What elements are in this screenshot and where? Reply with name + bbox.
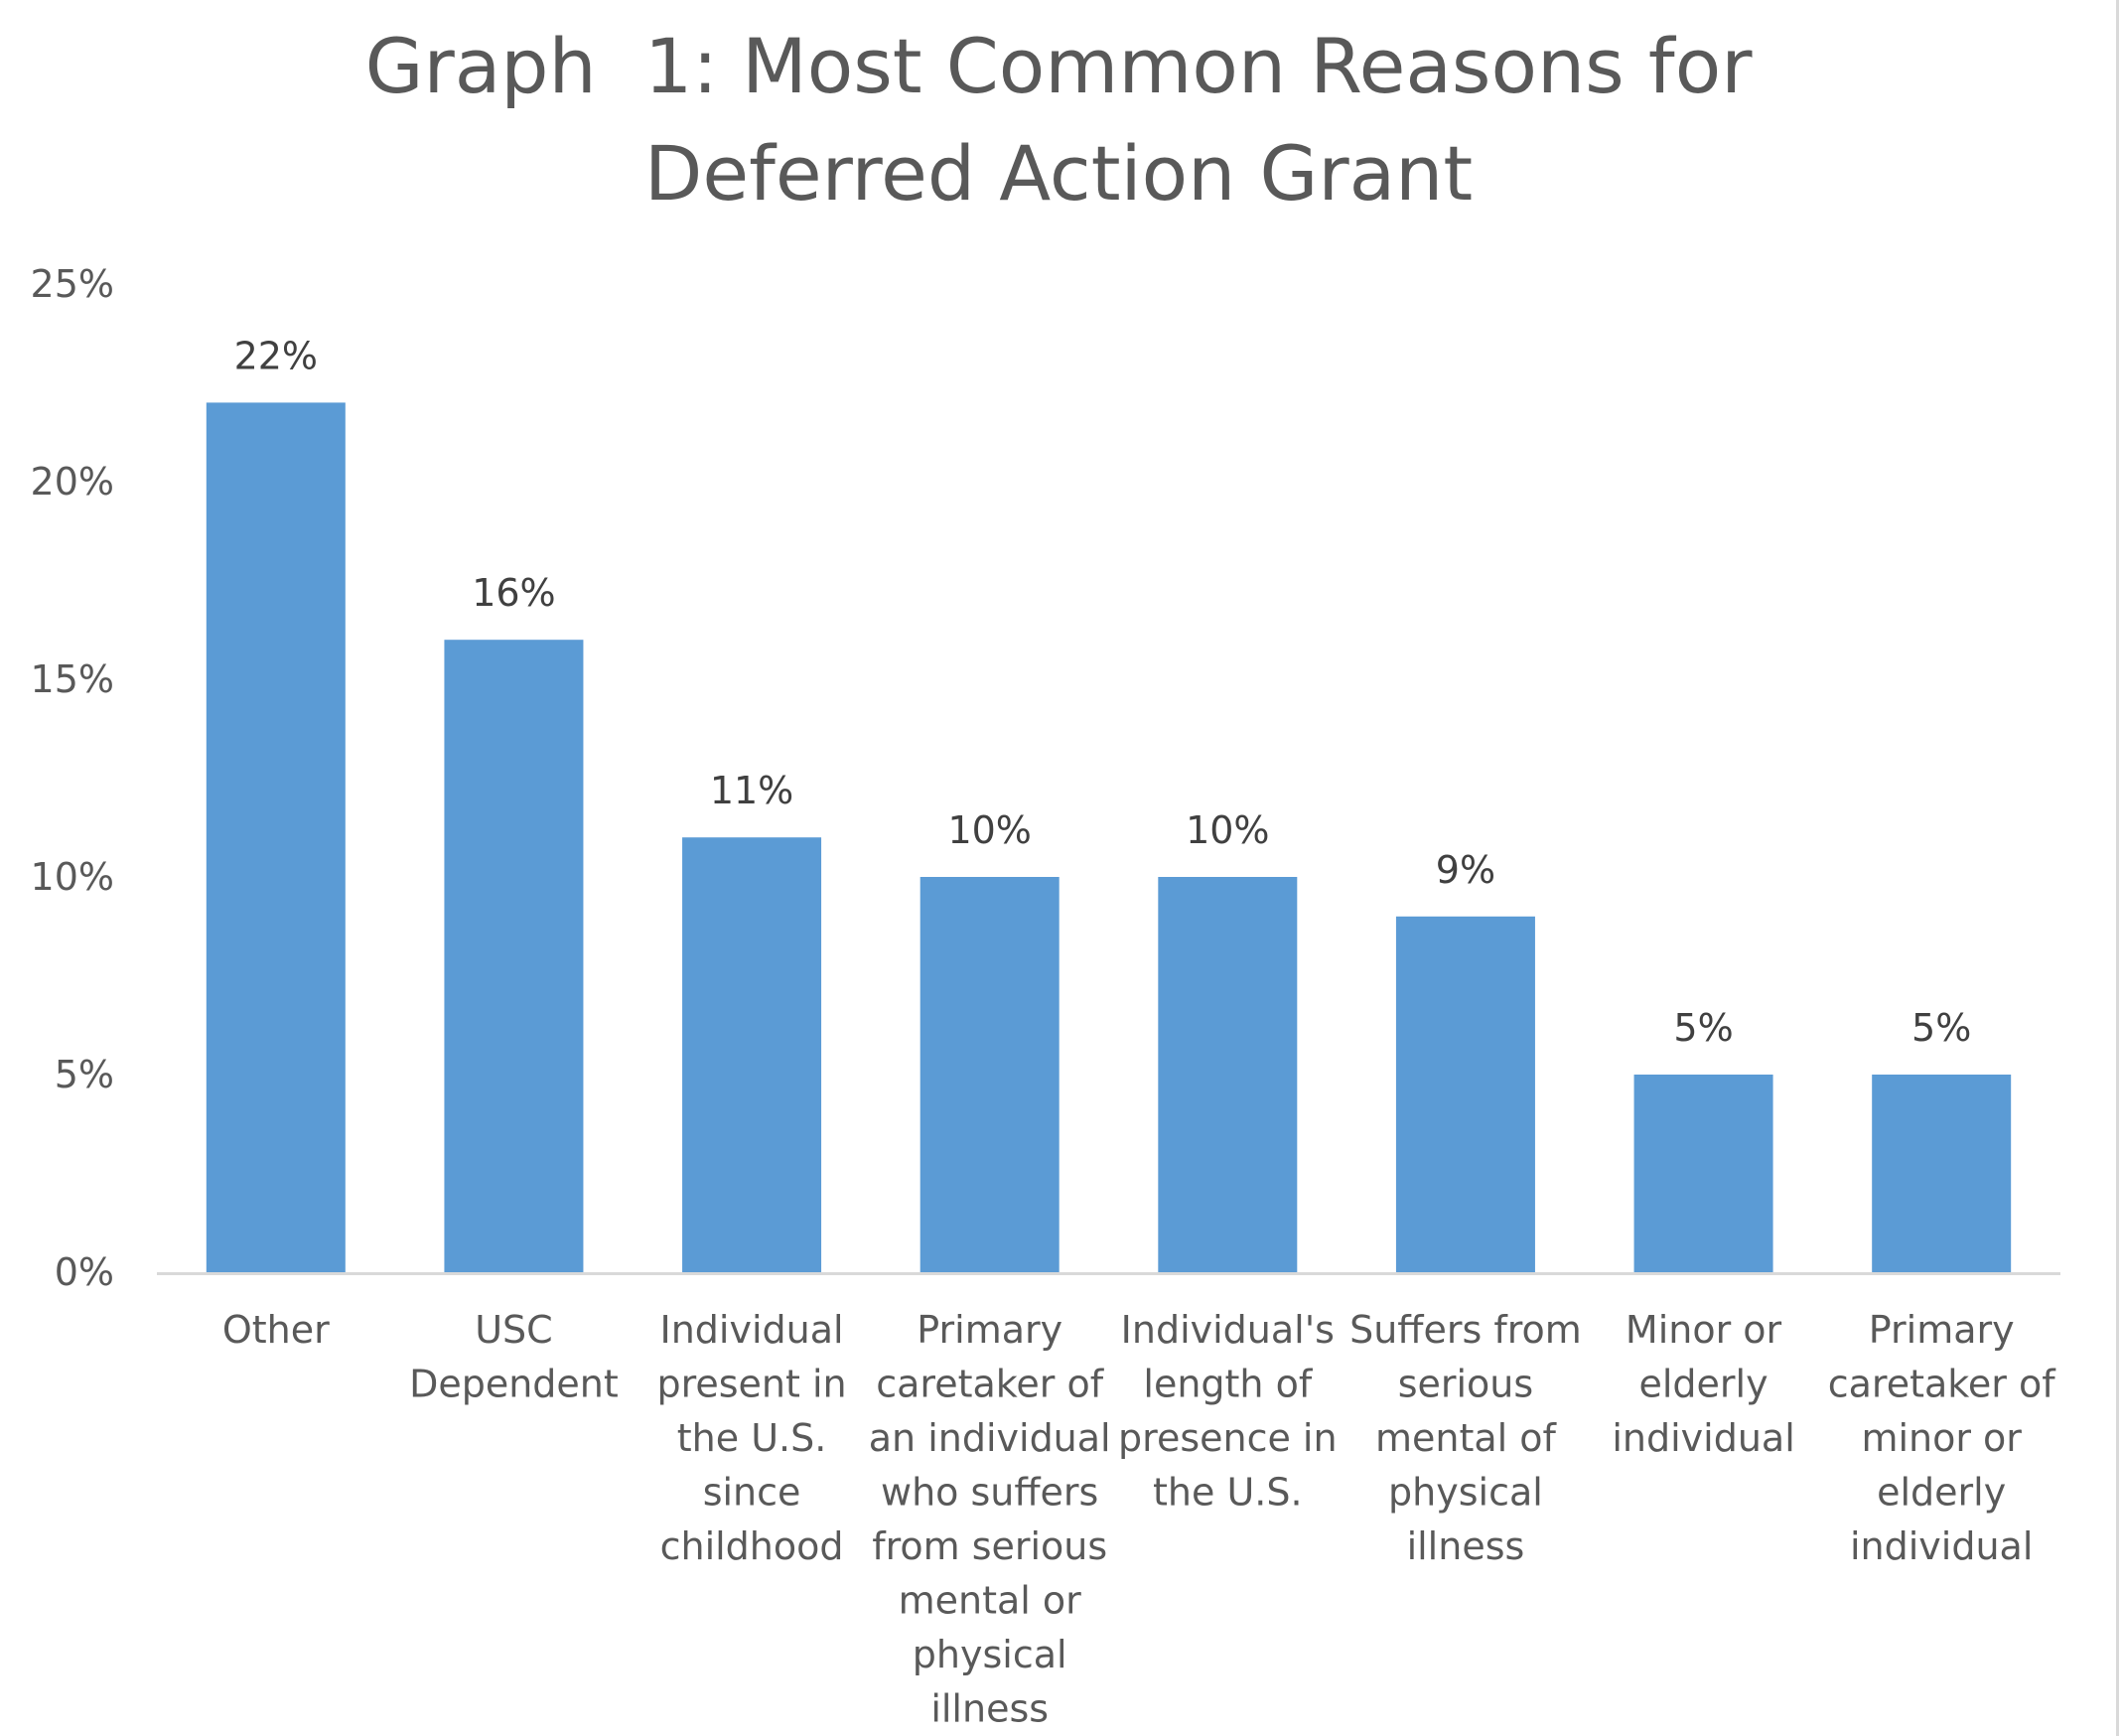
bar [1633,1075,1773,1272]
bars [206,402,2012,1272]
x-tick-label: Suffers from serious mental of physical illn… [1349,1308,1582,1568]
bar [1395,916,1535,1272]
data-label: 22% [234,334,318,377]
y-tick-label: 0% [55,1250,114,1294]
x-tick-label: Individual present in the U.S. since childho… [656,1308,846,1568]
chart-title-line: Graph 1: Most Common Reasons for [365,22,1754,110]
chart-title-line: Deferred Action Grant [644,129,1473,217]
x-tick-label: Other [222,1308,330,1352]
data-label: 10% [947,808,1031,852]
data-label: 16% [472,571,555,615]
data-label: 5% [1911,1006,1971,1050]
bar [444,640,584,1272]
y-tick-label: 15% [31,657,114,701]
chart-title: Graph 1: Most Common Reasons for Deferred… [365,22,1754,217]
data-label: 5% [1673,1006,1733,1050]
x-axis: Other USC Dependent Individual present in the… [222,1308,2056,1731]
bar [682,837,822,1272]
y-tick-label: 5% [55,1053,114,1096]
data-label: 11% [710,769,793,812]
x-tick-label: Minor or elderly individual [1612,1308,1794,1460]
y-tick-label: 25% [31,262,114,306]
x-tick-label: Primary caretaker of minor or elderly indivi… [1828,1308,2057,1568]
y-tick-label: 20% [31,460,114,504]
y-tick-label: 10% [31,855,114,899]
bar [1872,1075,2012,1272]
y-axis: 0% 5% 10% 15% 20% 25% [31,262,114,1294]
x-tick-label: Primary caretaker of an individual who suff… [869,1308,1111,1731]
data-label: 9% [1436,848,1495,892]
bar [920,877,1060,1272]
bar [206,402,346,1272]
bar [1158,877,1298,1272]
data-label: 10% [1186,808,1269,852]
x-tick-label: USC Dependent [409,1308,619,1406]
data-labels: 22% 16% 11% 10% 10% 9% 5% 5% [234,334,1972,1050]
x-tick-label: Individual's length of presence in the U.S. [1118,1308,1338,1515]
